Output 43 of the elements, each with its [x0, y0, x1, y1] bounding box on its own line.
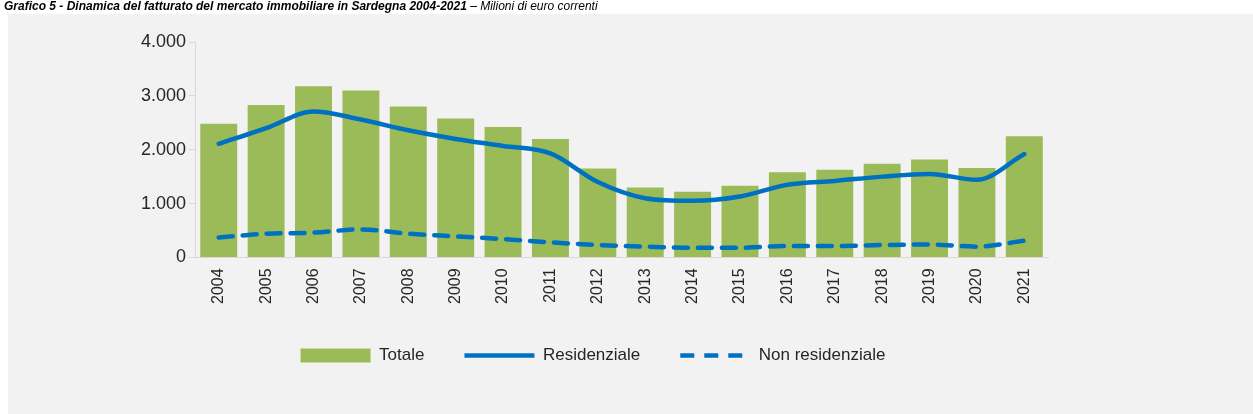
x-tick-label: 2005 — [256, 268, 274, 304]
bar — [200, 123, 238, 257]
bar — [958, 168, 996, 257]
chart-subtitle: – Milioni di euro correnti — [470, 0, 598, 13]
bar — [863, 163, 901, 257]
bar — [342, 90, 380, 257]
bar — [389, 106, 427, 257]
bar — [247, 105, 285, 257]
x-tick-label: 2012 — [588, 268, 606, 304]
legend-label: Totale — [379, 345, 425, 365]
bar — [768, 172, 806, 257]
line-series — [216, 109, 1027, 204]
x-tick-label: 2018 — [872, 268, 890, 304]
bar — [1005, 136, 1043, 257]
x-tick-label: 2014 — [683, 268, 701, 304]
x-tick-label: 2017 — [825, 268, 843, 304]
y-tick-label: 1.000 — [141, 192, 187, 213]
x-tick-label: 2013 — [635, 268, 653, 304]
y-tick-label: 0 — [176, 246, 187, 267]
chart-title: Grafico 5 - Dinamica del fatturato del mercato immobiliare in Sardegna 2004-2021 — [4, 0, 467, 13]
x-tick-label: 2006 — [303, 268, 321, 304]
x-tick-label: 2009 — [446, 268, 464, 304]
legend-label: Residenziale — [542, 345, 641, 365]
bar — [295, 86, 332, 257]
x-tick-label: 2019 — [919, 268, 937, 304]
x-tick-label: 2011 — [540, 268, 558, 303]
bar — [437, 118, 475, 257]
bar — [484, 127, 522, 257]
x-tick-label: 2008 — [398, 268, 416, 304]
x-tick-label: 2015 — [730, 268, 748, 304]
y-tick-label: 2.000 — [141, 138, 187, 159]
x-tick-label: 2020 — [967, 268, 985, 304]
y-tick-label: 3.000 — [141, 84, 187, 105]
x-tick-label: 2021 — [1014, 268, 1032, 304]
y-tick-label: 4.000 — [141, 30, 187, 51]
legend-label: Non residenziale — [758, 345, 886, 365]
bar — [911, 159, 949, 257]
bar — [531, 138, 569, 257]
line-series — [216, 227, 1027, 250]
x-tick-label: 2016 — [777, 268, 795, 304]
x-tick-label: 2007 — [351, 268, 369, 304]
x-tick-label: 2010 — [493, 268, 511, 304]
x-tick-label: 2004 — [209, 268, 227, 304]
